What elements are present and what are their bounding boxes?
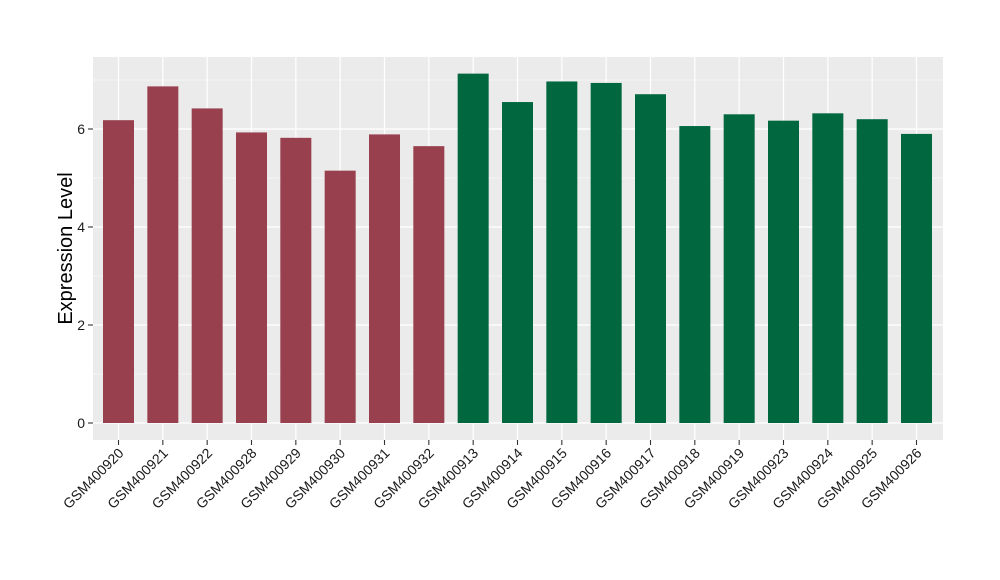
y-tick-label: 6 <box>77 121 85 137</box>
bar <box>413 146 445 423</box>
bar <box>856 119 888 423</box>
bar <box>191 108 223 424</box>
bar <box>901 133 932 423</box>
y-tick-label: 4 <box>77 219 85 235</box>
bar <box>590 82 622 423</box>
y-tick-label: 2 <box>77 317 85 333</box>
bar <box>723 114 755 424</box>
y-axis: 0 2 4 6 <box>77 121 93 431</box>
bar <box>812 113 844 423</box>
bar <box>457 73 489 423</box>
bar <box>768 120 799 424</box>
y-tick-label: 0 <box>77 415 85 431</box>
bar <box>502 102 533 424</box>
bar <box>236 132 267 423</box>
bar <box>546 81 578 423</box>
y-axis-title: Expression Level <box>55 172 77 324</box>
bar <box>103 120 134 424</box>
bars <box>103 73 932 424</box>
bar <box>147 86 179 424</box>
bar <box>324 170 356 423</box>
bar <box>679 126 711 423</box>
bar <box>369 134 400 423</box>
x-axis: GSM400920GSM400921GSM400922GSM400928GSM4… <box>60 440 925 512</box>
bar <box>280 137 312 423</box>
bar <box>635 94 666 424</box>
